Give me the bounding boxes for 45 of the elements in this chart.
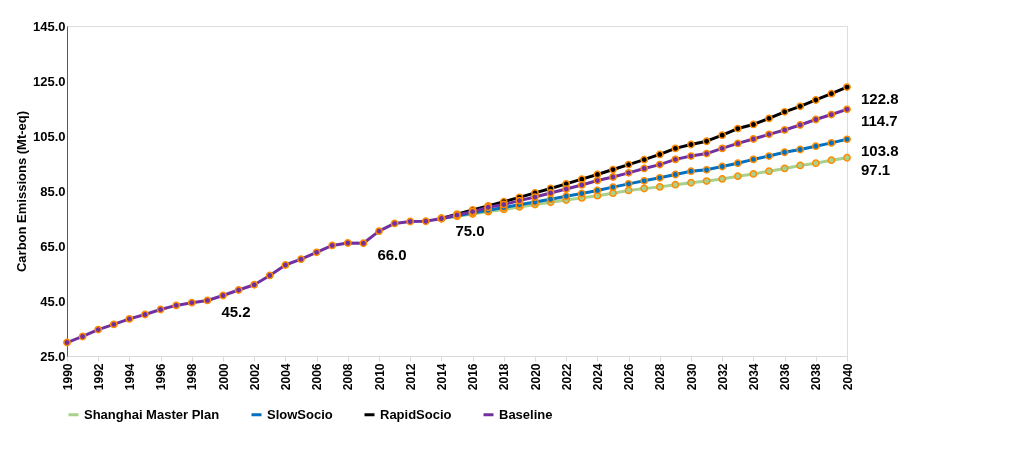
- x-tick-label: 1990: [60, 363, 75, 391]
- x-tick-label: 2004: [278, 363, 293, 391]
- x-tick-label: 2024: [590, 363, 605, 391]
- x-tick-label: 2000: [216, 363, 231, 391]
- x-tick-label: 1998: [185, 363, 200, 391]
- y-tick-label: 65.0: [40, 238, 66, 254]
- x-tick-label: 2022: [559, 363, 574, 391]
- x-tick-label: 2030: [684, 363, 699, 391]
- x-tick-label: 2014: [434, 363, 449, 391]
- x-tick-label: 1992: [91, 363, 106, 391]
- y-tick-label: 125.0: [32, 73, 66, 89]
- y-tick-label: 105.0: [32, 128, 66, 144]
- y-tick-label: 25.0: [40, 348, 66, 364]
- x-tick-label: 2034: [746, 363, 761, 391]
- annotation: 66.0: [377, 246, 407, 264]
- x-tick-label: 2026: [622, 363, 637, 391]
- legend-label: RapidSocio: [380, 406, 452, 422]
- x-tick-label: 2020: [528, 363, 543, 391]
- x-tick-label: 2008: [341, 363, 356, 391]
- y-tick-label: 85.0: [40, 183, 66, 199]
- annotation: 75.0: [455, 221, 485, 239]
- legend-label: Baseline: [499, 406, 553, 422]
- annotation: 103.8: [861, 142, 899, 160]
- annotation: 97.1: [861, 160, 891, 178]
- y-tick-label: 145.0: [32, 18, 66, 34]
- legend-label: SlowSocio: [267, 406, 333, 422]
- x-tick-label: 2028: [653, 363, 668, 391]
- x-tick-label: 2040: [840, 363, 855, 391]
- annotation: 122.8: [861, 90, 899, 108]
- y-tick-label: 45.0: [40, 293, 66, 309]
- x-tick-label: 2002: [247, 363, 262, 391]
- x-tick-label: 2018: [497, 363, 512, 391]
- annotation: 45.2: [221, 303, 251, 321]
- x-tick-label: 2032: [715, 363, 730, 391]
- legend-label: Shanghai Master Plan: [84, 406, 220, 422]
- y-axis-title: Carbon Emissions (Mt-eq): [13, 110, 29, 273]
- x-tick-label: 1996: [154, 363, 169, 391]
- x-tick-label: 2012: [403, 363, 418, 391]
- annotation: 114.7: [861, 112, 898, 130]
- x-tick-label: 1994: [122, 363, 137, 391]
- x-tick-label: 2036: [778, 363, 793, 391]
- x-tick-label: 2010: [372, 363, 387, 391]
- x-tick-label: 2016: [466, 363, 481, 391]
- x-tick-label: 2038: [809, 363, 824, 391]
- x-tick-label: 2006: [310, 363, 325, 391]
